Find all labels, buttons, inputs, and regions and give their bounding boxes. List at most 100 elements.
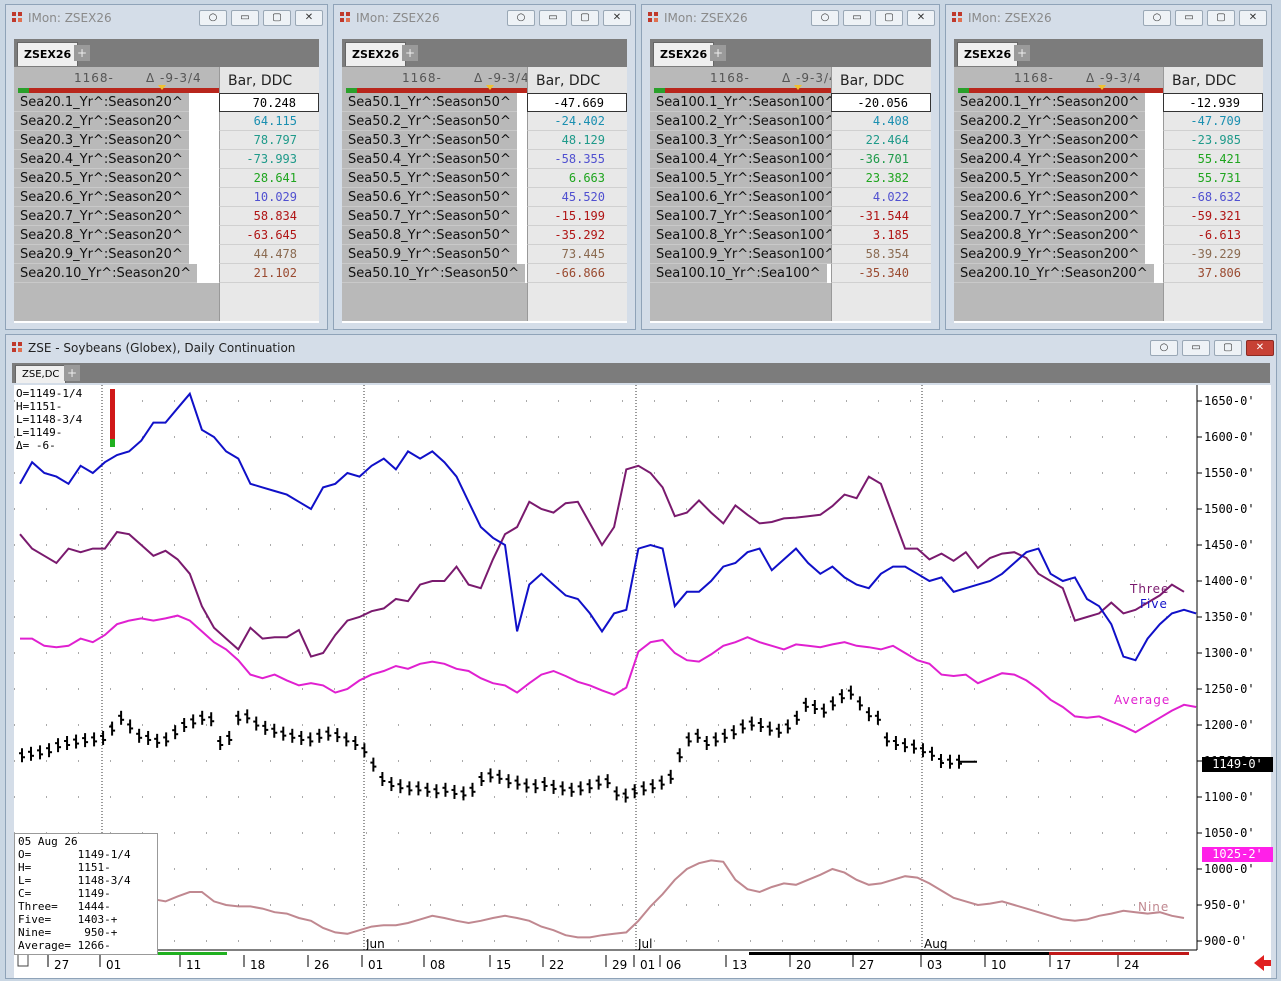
quote-row[interactable]: Sea100.10_Yr^:Sea100^ -35.340 bbox=[650, 264, 931, 283]
minimize-button[interactable]: ▭ bbox=[539, 10, 567, 26]
quote-row[interactable]: Sea200.5_Yr^:Season200^ 55.731 bbox=[954, 169, 1263, 188]
quote-row[interactable]: Sea100.2_Yr^:Season100^ 4.408 bbox=[650, 112, 931, 131]
symbol-value[interactable]: 70.248 bbox=[219, 93, 319, 112]
quote-row[interactable]: Sea50.5_Yr^:Season50^ 6.663 bbox=[342, 169, 627, 188]
symbol-value[interactable]: 55.731 bbox=[1163, 169, 1263, 188]
quote-row[interactable]: Sea200.10_Yr^:Season200^ 37.806 bbox=[954, 264, 1263, 283]
quote-row[interactable]: Sea100.1_Yr^:Season100^ -20.056 bbox=[650, 93, 931, 112]
maximize-button[interactable]: ▢ bbox=[1214, 340, 1242, 356]
quote-row[interactable]: Sea100.8_Yr^:Season100^ 3.185 bbox=[650, 226, 931, 245]
monitor-titlebar[interactable]: IMon: ZSEX26 ○ ▭ ▢ ✕ bbox=[946, 5, 1271, 31]
quote-row[interactable]: Sea20.4_Yr^:Season20^ -73.993 bbox=[14, 150, 319, 169]
symbol-value[interactable]: 4.022 bbox=[831, 188, 931, 207]
minimize-button[interactable]: ▭ bbox=[1175, 10, 1203, 26]
quote-row[interactable]: Sea20.10_Yr^:Season20^ 21.102 bbox=[14, 264, 319, 283]
symbol-value[interactable]: 4.408 bbox=[831, 112, 931, 131]
symbol-value[interactable]: -20.056 bbox=[831, 93, 931, 112]
quote-row[interactable]: Sea200.3_Yr^:Season200^ -23.985 bbox=[954, 131, 1263, 150]
quote-row[interactable]: Sea50.9_Yr^:Season50^ 73.445 bbox=[342, 245, 627, 264]
quote-row[interactable]: Sea200.6_Yr^:Season200^ -68.632 bbox=[954, 188, 1263, 207]
symbol-value[interactable]: 28.641 bbox=[219, 169, 319, 188]
symbol-value[interactable]: 37.806 bbox=[1163, 264, 1263, 283]
quote-row[interactable]: Sea200.1_Yr^:Season200^ -12.939 bbox=[954, 93, 1263, 112]
symbol-value[interactable]: -31.544 bbox=[831, 207, 931, 226]
symbol-value[interactable]: 10.029 bbox=[219, 188, 319, 207]
monitor-titlebar[interactable]: IMon: ZSEX26 ○ ▭ ▢ ✕ bbox=[642, 5, 939, 31]
quote-row[interactable]: Sea50.4_Yr^:Season50^ -58.355 bbox=[342, 150, 627, 169]
symbol-value[interactable]: 73.445 bbox=[527, 245, 627, 264]
monitor-titlebar[interactable]: IMon: ZSEX26 ○ ▭ ▢ ✕ bbox=[334, 5, 635, 31]
close-button[interactable]: ✕ bbox=[295, 10, 323, 26]
quote-row[interactable]: Sea200.4_Yr^:Season200^ 55.421 bbox=[954, 150, 1263, 169]
quote-row[interactable]: Sea20.5_Yr^:Season20^ 28.641 bbox=[14, 169, 319, 188]
quote-row[interactable]: Sea50.1_Yr^:Season50^ -47.669 bbox=[342, 93, 627, 112]
maximize-button[interactable]: ▢ bbox=[571, 10, 599, 26]
chart-plot-area[interactable]: 1650-0' 1600-0' 1550-0' 1500-0' 1450-0' 1400-… bbox=[14, 385, 1273, 978]
close-button[interactable]: ✕ bbox=[1246, 340, 1274, 356]
quote-row[interactable]: Sea20.1_Yr^:Season20^ 70.248 bbox=[14, 93, 319, 112]
column-header-bar-ddc[interactable]: Bar, DDC bbox=[219, 67, 319, 93]
minimize-button[interactable]: ▭ bbox=[1182, 340, 1210, 356]
link-icon[interactable]: ○ bbox=[507, 10, 535, 26]
add-tab-button[interactable]: + bbox=[64, 365, 80, 381]
minimize-button[interactable]: ▭ bbox=[231, 10, 259, 26]
symbol-value[interactable]: -39.229 bbox=[1163, 245, 1263, 264]
add-tab-button[interactable]: + bbox=[402, 45, 418, 61]
quote-row[interactable]: Sea20.8_Yr^:Season20^ -63.645 bbox=[14, 226, 319, 245]
quote-row[interactable]: Sea200.7_Yr^:Season200^ -59.321 bbox=[954, 207, 1263, 226]
symbol-value[interactable]: 22.464 bbox=[831, 131, 931, 150]
symbol-value[interactable]: -36.701 bbox=[831, 150, 931, 169]
symbol-value[interactable]: 48.129 bbox=[527, 131, 627, 150]
symbol-value[interactable]: 3.185 bbox=[831, 226, 931, 245]
symbol-value[interactable]: -35.340 bbox=[831, 264, 931, 283]
add-tab-button[interactable]: + bbox=[74, 45, 90, 61]
symbol-value[interactable]: 45.520 bbox=[527, 188, 627, 207]
symbol-value[interactable]: -73.993 bbox=[219, 150, 319, 169]
close-button[interactable]: ✕ bbox=[603, 10, 631, 26]
monitor-titlebar[interactable]: IMon: ZSEX26 ○ ▭ ▢ ✕ bbox=[6, 5, 327, 31]
link-icon[interactable]: ○ bbox=[199, 10, 227, 26]
quote-row[interactable]: Sea100.4_Yr^:Season100^ -36.701 bbox=[650, 150, 931, 169]
symbol-value[interactable]: -58.355 bbox=[527, 150, 627, 169]
price-chart[interactable]: 1650-0' 1600-0' 1550-0' 1500-0' 1450-0' 1400-… bbox=[14, 385, 1271, 978]
tab-zsex26[interactable]: ZSEX26 bbox=[345, 42, 407, 66]
add-tab-button[interactable]: + bbox=[1014, 45, 1030, 61]
quote-row[interactable]: Sea50.7_Yr^:Season50^ -15.199 bbox=[342, 207, 627, 226]
symbol-value[interactable]: -59.321 bbox=[1163, 207, 1263, 226]
column-header-bar-ddc[interactable]: Bar, DDC bbox=[527, 67, 627, 93]
quote-row[interactable]: Sea50.3_Yr^:Season50^ 48.129 bbox=[342, 131, 627, 150]
quote-row[interactable]: Sea50.10_Yr^:Season50^ -66.866 bbox=[342, 264, 627, 283]
maximize-button[interactable]: ▢ bbox=[263, 10, 291, 26]
symbol-value[interactable]: -63.645 bbox=[219, 226, 319, 245]
tab-zsex26[interactable]: ZSEX26 bbox=[653, 42, 715, 66]
link-icon[interactable]: ○ bbox=[811, 10, 839, 26]
quote-row[interactable]: Sea200.8_Yr^:Season200^ -6.613 bbox=[954, 226, 1263, 245]
quote-row[interactable]: Sea100.7_Yr^:Season100^ -31.544 bbox=[650, 207, 931, 226]
symbol-value[interactable]: 6.663 bbox=[527, 169, 627, 188]
quote-row[interactable]: Sea50.2_Yr^:Season50^ -24.402 bbox=[342, 112, 627, 131]
maximize-button[interactable]: ▢ bbox=[1207, 10, 1235, 26]
symbol-value[interactable]: 23.382 bbox=[831, 169, 931, 188]
symbol-value[interactable]: -66.866 bbox=[527, 264, 627, 283]
symbol-value[interactable]: -35.292 bbox=[527, 226, 627, 245]
symbol-value[interactable]: -47.669 bbox=[527, 93, 627, 112]
symbol-value[interactable]: 58.354 bbox=[831, 245, 931, 264]
maximize-button[interactable]: ▢ bbox=[875, 10, 903, 26]
quote-row[interactable]: Sea200.9_Yr^:Season200^ -39.229 bbox=[954, 245, 1263, 264]
close-button[interactable]: ✕ bbox=[1239, 10, 1267, 26]
tab-zsex26[interactable]: ZSEX26 bbox=[957, 42, 1019, 66]
tab-zsex26[interactable]: ZSEX26 bbox=[17, 42, 79, 66]
column-header-bar-ddc[interactable]: Bar, DDC bbox=[1163, 67, 1263, 93]
symbol-value[interactable]: 21.102 bbox=[219, 264, 319, 283]
symbol-value[interactable]: 64.115 bbox=[219, 112, 319, 131]
quote-row[interactable]: Sea20.9_Yr^:Season20^ 44.478 bbox=[14, 245, 319, 264]
quote-row[interactable]: Sea100.9_Yr^:Season100^ 58.354 bbox=[650, 245, 931, 264]
quote-row[interactable]: Sea20.3_Yr^:Season20^ 78.797 bbox=[14, 131, 319, 150]
quote-row[interactable]: Sea100.6_Yr^:Season100^ 4.022 bbox=[650, 188, 931, 207]
symbol-value[interactable]: -23.985 bbox=[1163, 131, 1263, 150]
symbol-value[interactable]: -12.939 bbox=[1163, 93, 1263, 112]
close-button[interactable]: ✕ bbox=[907, 10, 935, 26]
minimize-button[interactable]: ▭ bbox=[843, 10, 871, 26]
symbol-value[interactable]: -15.199 bbox=[527, 207, 627, 226]
quote-row[interactable]: Sea20.6_Yr^:Season20^ 10.029 bbox=[14, 188, 319, 207]
